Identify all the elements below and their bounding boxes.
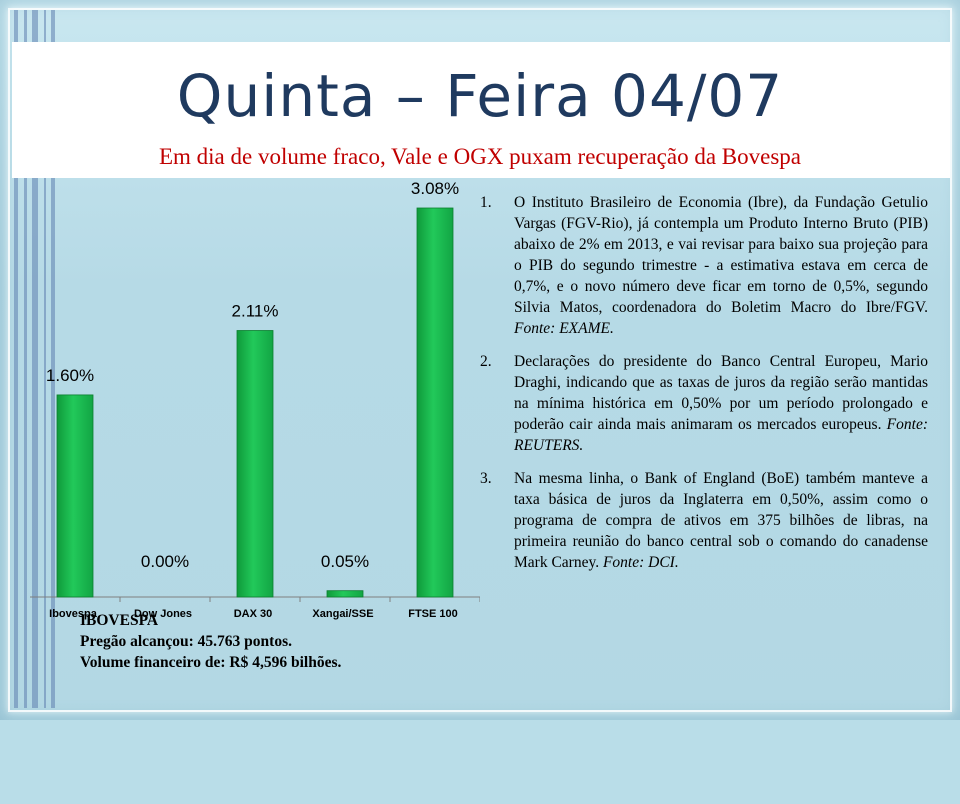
note-number: 1. <box>480 194 492 211</box>
page-subtitle: Em dia de volume fraco, Vale e OGX puxam… <box>158 144 802 169</box>
note-source: Fonte: EXAME. <box>514 320 614 337</box>
note-text: Declarações do presidente do Banco Centr… <box>514 353 928 433</box>
x-tick-label: DAX 30 <box>234 608 273 620</box>
note-item: 1. O Instituto Brasileiro de Economia (Ib… <box>480 192 928 339</box>
bar-data-label: 0.05% <box>321 552 369 571</box>
slide-border <box>8 8 952 712</box>
note-text: O Instituto Brasileiro de Economia (Ibre… <box>514 194 928 316</box>
decorative-stripes <box>14 10 58 708</box>
x-tick-label: Dow Jones <box>134 608 192 620</box>
note-number: 3. <box>480 470 492 487</box>
bar-chart: 1.60% Ibovespa 0.00% Dow Jones 2.11% DAX 30 0.… <box>30 170 480 630</box>
notes-list: 1. O Instituto Brasileiro de Economia (Ib… <box>480 192 928 573</box>
bar-data-label: 3.08% <box>411 179 459 198</box>
bar-data-label: 2.11% <box>232 302 279 321</box>
bar-chart-svg: 1.60% Ibovespa 0.00% Dow Jones 2.11% DAX 30 0.… <box>30 179 480 620</box>
page-title: Quinta – Feira 04/07 <box>176 62 784 130</box>
bar-ibovespa <box>56 394 94 598</box>
note-item: 2. Declarações do presidente do Banco Cen… <box>480 351 928 456</box>
note-source: Fonte: REUTERS. <box>514 416 928 454</box>
title-band <box>12 42 950 178</box>
ibovespa-heading: IBOVESPA <box>80 612 159 629</box>
news-notes: 1. O Instituto Brasileiro de Economia (Ib… <box>480 192 928 585</box>
note-text: Na mesma linha, o Bank of England (BoE) … <box>514 470 928 571</box>
bar-data-label: 0.00% <box>141 552 189 571</box>
x-tick-label: Xangai/SSE <box>312 608 373 620</box>
note-item: 3. Na mesma linha, o Bank of England (BoE… <box>480 468 928 573</box>
ibovespa-summary: IBOVESPA Pregão alcançou: 45.763 pontos.… <box>80 610 480 673</box>
ibovespa-volume: Volume financeiro de: R$ 4,596 bilhões. <box>80 654 342 671</box>
bar-dax-30 <box>236 330 274 598</box>
bar-data-label: 1.60% <box>46 366 94 385</box>
ibovespa-points: Pregão alcançou: 45.763 pontos. <box>80 633 292 650</box>
x-tick-label: FTSE 100 <box>408 608 458 620</box>
note-source: Fonte: DCI. <box>602 554 679 571</box>
bar-ftse-100 <box>416 207 454 598</box>
x-tick-label: Ibovespa <box>49 608 98 620</box>
note-number: 2. <box>480 353 492 370</box>
bar-xangai-sse <box>326 590 364 598</box>
